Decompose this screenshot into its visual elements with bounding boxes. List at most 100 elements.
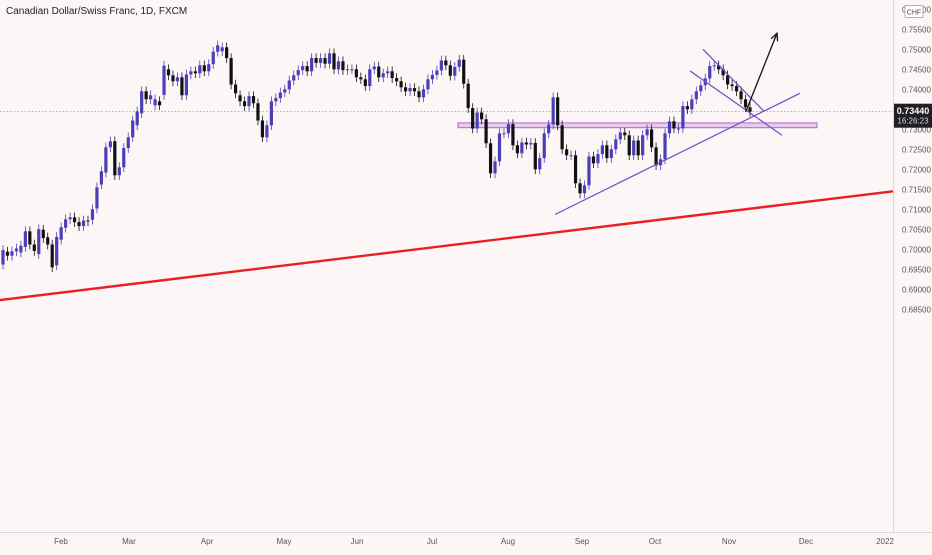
candle-body[interactable] <box>457 59 461 67</box>
candle-body[interactable] <box>104 147 108 173</box>
candle-body[interactable] <box>466 83 470 109</box>
candle-body[interactable] <box>511 124 515 146</box>
candle-body[interactable] <box>403 87 408 92</box>
candle-body[interactable] <box>605 145 609 159</box>
candle-body[interactable] <box>547 124 551 134</box>
support-zone[interactable] <box>457 122 818 129</box>
candle-body[interactable] <box>359 77 363 80</box>
candle-body[interactable] <box>502 133 506 135</box>
candle-body[interactable] <box>538 158 542 170</box>
candle-body[interactable] <box>623 132 627 136</box>
candle-body[interactable] <box>399 81 403 88</box>
candle-body[interactable] <box>220 47 224 52</box>
candle-body[interactable] <box>743 99 748 108</box>
candle-body[interactable] <box>251 96 256 104</box>
candle-body[interactable] <box>95 187 99 209</box>
channel-lower-line[interactable] <box>689 70 783 136</box>
candle-body[interactable] <box>144 91 148 100</box>
candle-body[interactable] <box>171 75 175 82</box>
candle-body[interactable] <box>569 155 573 157</box>
candle-body[interactable] <box>260 120 265 138</box>
long-term-support-line[interactable] <box>0 190 894 302</box>
candle-body[interactable] <box>578 183 582 194</box>
candle-body[interactable] <box>734 86 739 92</box>
candle-body[interactable] <box>68 217 72 220</box>
candle-body[interactable] <box>59 227 63 240</box>
candle-body[interactable] <box>453 66 457 76</box>
candle-body[interactable] <box>573 155 578 184</box>
candle-body[interactable] <box>318 58 323 63</box>
candle-body[interactable] <box>439 60 443 71</box>
candle-body[interactable] <box>480 112 484 120</box>
candle-body[interactable] <box>77 222 81 227</box>
candle-body[interactable] <box>292 75 296 81</box>
candle-body[interactable] <box>149 95 153 100</box>
projection-arrow[interactable] <box>745 33 778 112</box>
candle-body[interactable] <box>113 141 117 176</box>
candle-body[interactable] <box>265 125 269 138</box>
candle-body[interactable] <box>283 89 287 93</box>
candle-body[interactable] <box>162 65 166 95</box>
candle-body[interactable] <box>493 161 497 174</box>
candle-body[interactable] <box>645 129 649 136</box>
candle-body[interactable] <box>72 217 77 223</box>
candle-body[interactable] <box>229 58 233 85</box>
candle-body[interactable] <box>32 244 36 251</box>
candle-body[interactable] <box>247 96 251 107</box>
candle-body[interactable] <box>108 141 112 148</box>
candle-body[interactable] <box>444 60 448 66</box>
drawing-layer[interactable] <box>554 31 801 216</box>
candle-body[interactable] <box>627 135 631 156</box>
candle-body[interactable] <box>484 119 488 144</box>
candle-body[interactable] <box>609 149 613 159</box>
candle-body[interactable] <box>372 66 376 70</box>
candle-body[interactable] <box>582 185 587 194</box>
candle-body[interactable] <box>126 137 130 149</box>
candle-body[interactable] <box>475 112 479 129</box>
candle-body[interactable] <box>14 248 19 252</box>
candle-body[interactable] <box>417 91 421 98</box>
candle-body[interactable] <box>381 73 385 78</box>
candle-body[interactable] <box>233 84 238 94</box>
candle-body[interactable] <box>681 106 685 129</box>
candle-body[interactable] <box>46 237 50 245</box>
candle-body[interactable] <box>354 69 358 78</box>
candle-body[interactable] <box>600 145 604 155</box>
candle-body[interactable] <box>202 65 206 72</box>
candle-body[interactable] <box>524 142 528 145</box>
candle-body[interactable] <box>341 61 345 71</box>
candle-body[interactable] <box>198 65 202 74</box>
candle-body[interactable] <box>207 64 211 72</box>
candle-body[interactable] <box>556 97 560 126</box>
candle-body[interactable] <box>23 231 27 247</box>
candle-body[interactable] <box>497 133 502 162</box>
candle-body[interactable] <box>122 148 126 168</box>
candle-body[interactable] <box>301 66 305 71</box>
candle-body[interactable] <box>50 244 54 268</box>
candle-body[interactable] <box>618 132 622 140</box>
candle-body[interactable] <box>140 91 144 114</box>
candle-body[interactable] <box>390 71 394 79</box>
candle-body[interactable] <box>730 84 734 87</box>
candle-body[interactable] <box>345 69 350 71</box>
candle-body[interactable] <box>676 128 681 130</box>
candle-body[interactable] <box>242 101 247 107</box>
candle-body[interactable] <box>699 85 703 92</box>
candle-body[interactable] <box>542 133 546 159</box>
candle-body[interactable] <box>663 133 667 160</box>
candle-body[interactable] <box>408 88 412 92</box>
candle-body[interactable] <box>614 139 618 150</box>
candle-body[interactable] <box>739 91 743 100</box>
candle-body[interactable] <box>591 156 596 164</box>
candle-body[interactable] <box>166 69 171 76</box>
candle-body[interactable] <box>314 58 318 63</box>
candle-body[interactable] <box>37 229 41 255</box>
candle-body[interactable] <box>587 156 591 186</box>
candle-body[interactable] <box>717 65 721 70</box>
candle-body[interactable] <box>131 120 135 138</box>
candle-body[interactable] <box>421 89 426 98</box>
candle-body[interactable] <box>28 231 32 245</box>
candle-body[interactable] <box>515 145 520 154</box>
